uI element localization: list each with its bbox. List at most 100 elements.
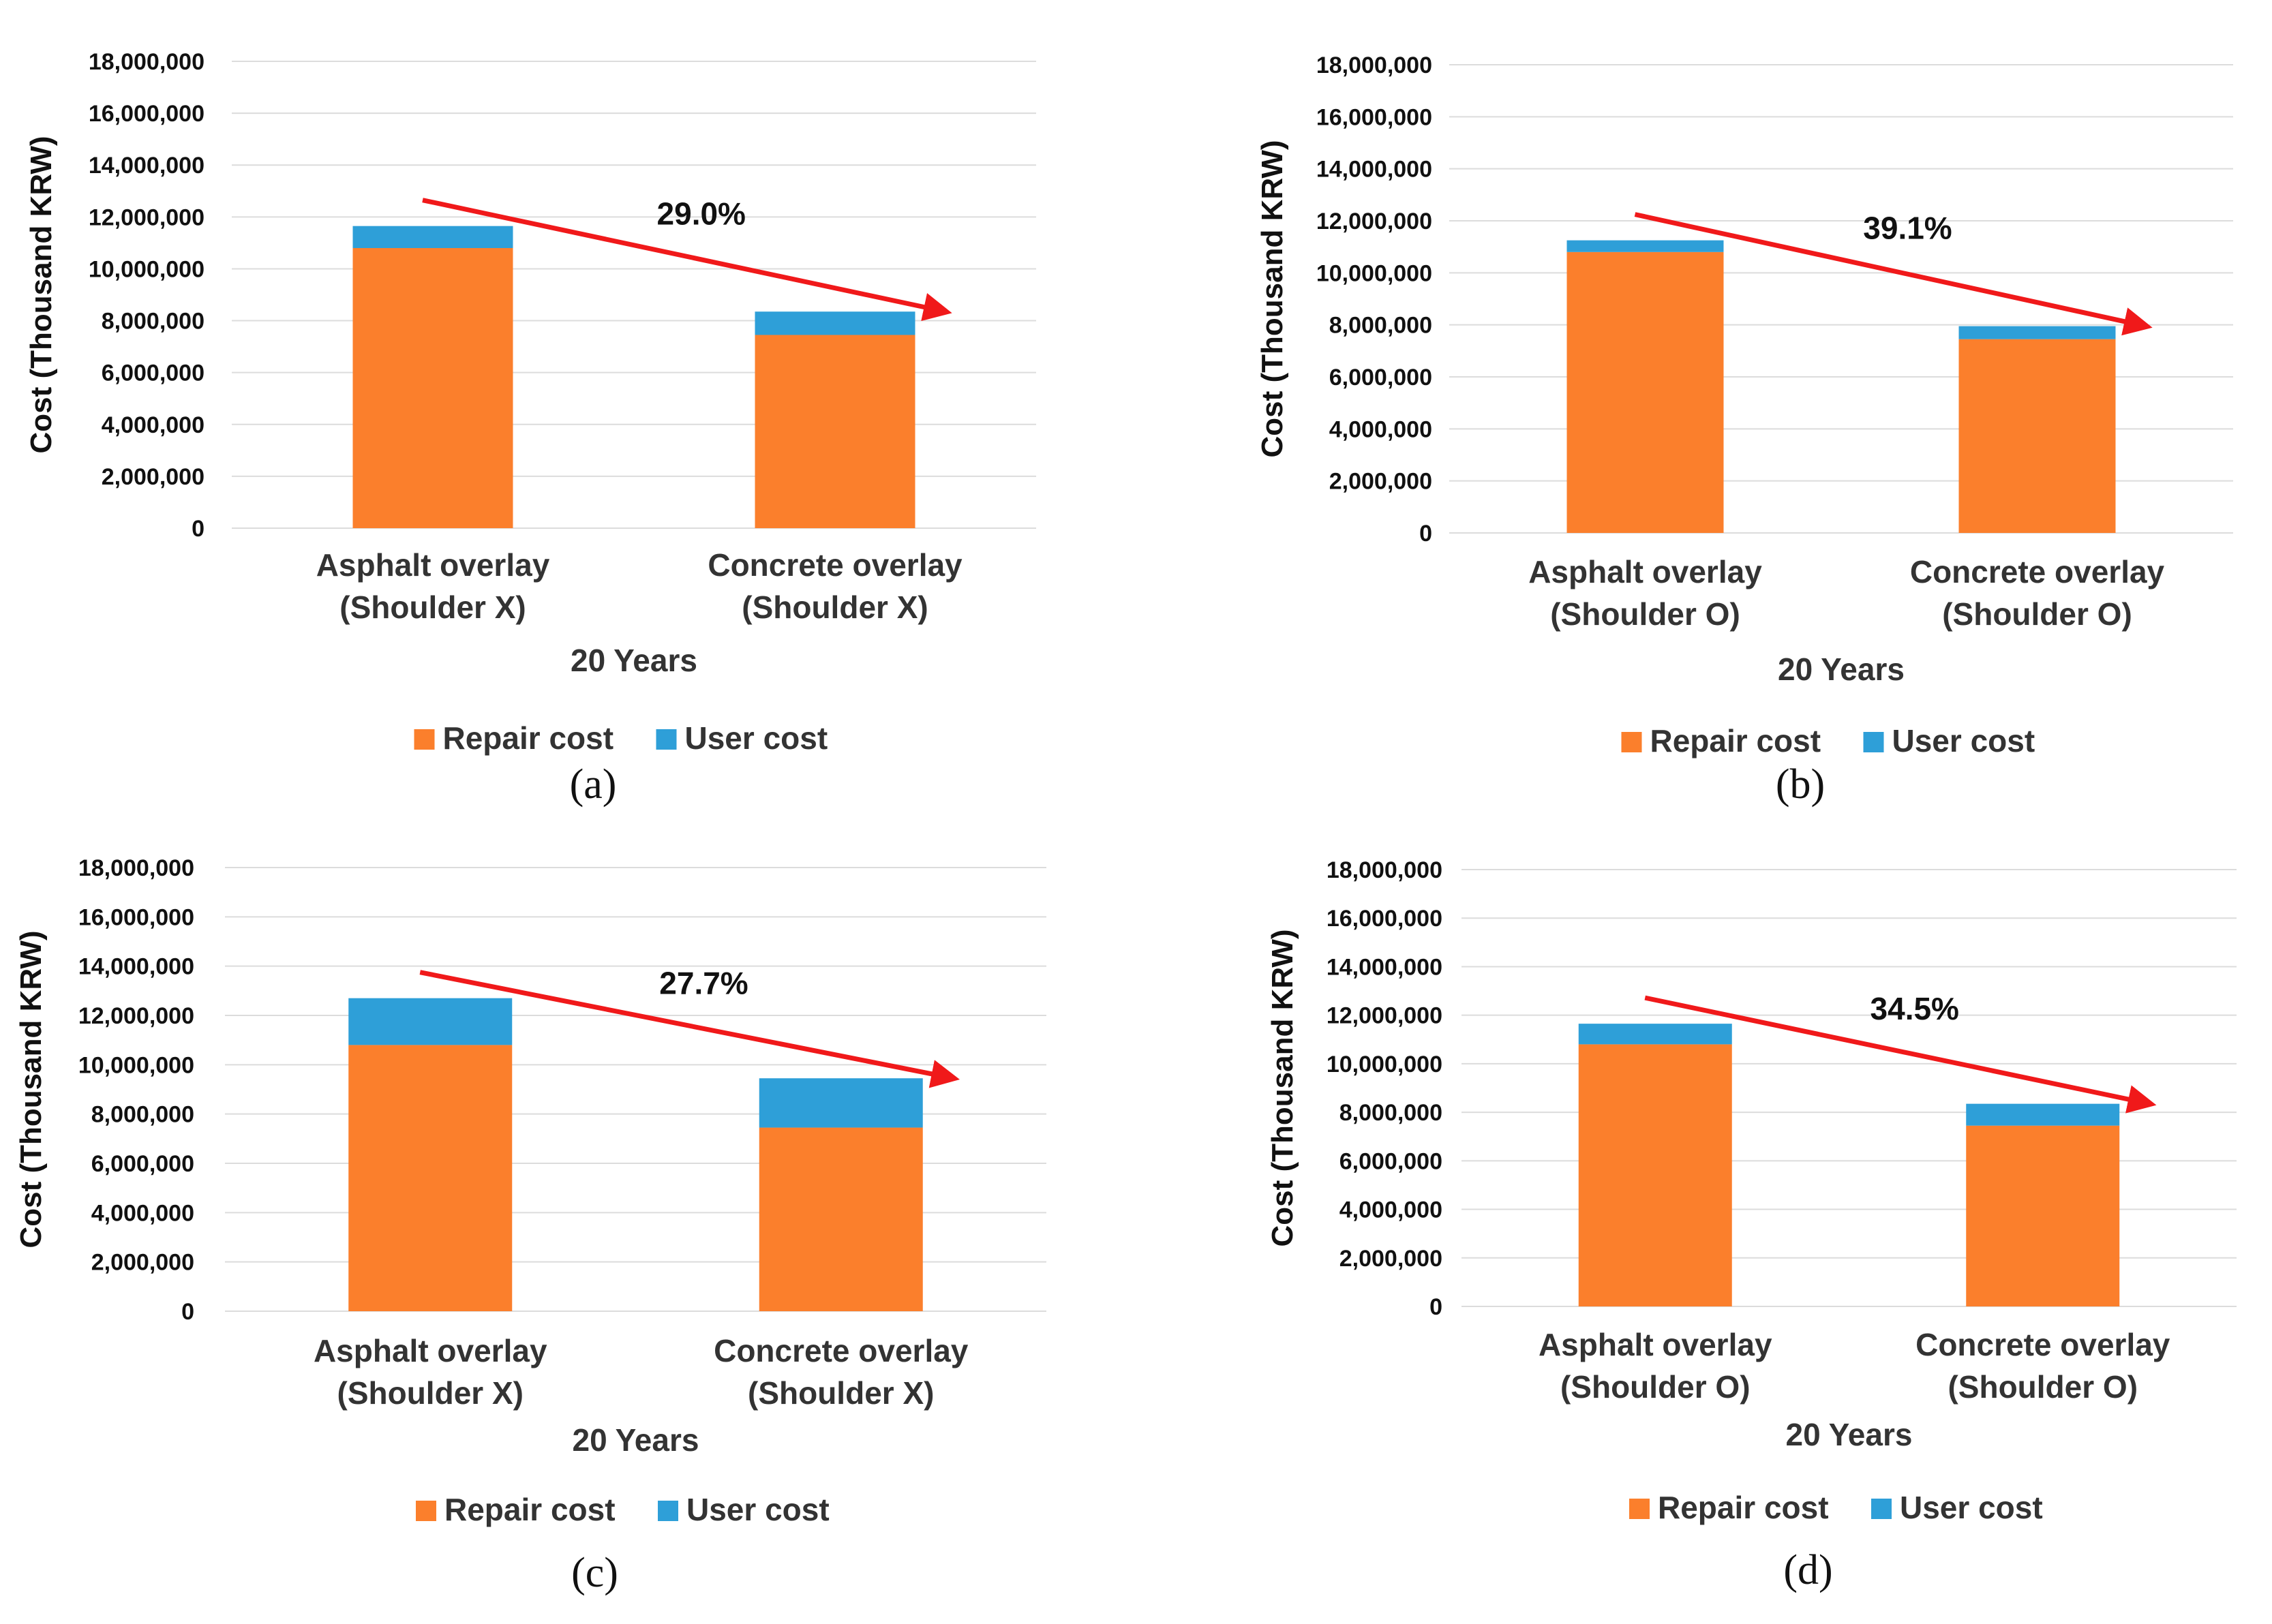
legend-label-user: User cost — [686, 1492, 830, 1527]
y-tick-label: 18,000,000 — [89, 49, 205, 75]
category-label: Concrete overlay (Shoulder O) — [1915, 1327, 2170, 1405]
decline-arrow — [1634, 212, 2153, 336]
panel-label: (a) — [570, 761, 617, 808]
y-tick-label: 0 — [181, 1299, 194, 1325]
repair-cost-bar-2 — [755, 335, 915, 528]
repair-cost-bar-1 — [1566, 251, 1724, 533]
chart-panel-a: 0 2,000,000 4,000,000 6,000,000 8,000,000 10,… — [0, 0, 1136, 812]
y-tick-label: 4,000,000 — [91, 1200, 194, 1226]
y-tick-label: 0 — [1419, 521, 1432, 547]
y-tick-label: 10,000,000 — [89, 256, 205, 282]
y-tick-label: 14,000,000 — [78, 954, 194, 980]
y-tick-label: 2,000,000 — [102, 464, 205, 490]
chart-panel-c: 0 2,000,000 4,000,000 6,000,000 8,000,000 10,… — [0, 812, 1136, 1624]
y-tick-label: 8,000,000 — [1339, 1100, 1442, 1126]
user-cost-bar-2 — [755, 311, 915, 335]
y-tick-label: 16,000,000 — [1316, 104, 1432, 130]
legend: Repair cost User cost — [1621, 723, 2035, 759]
y-tick-label: 18,000,000 — [1327, 857, 1442, 883]
y-tick-label: 14,000,000 — [89, 153, 205, 179]
y-tick-label: 4,000,000 — [1339, 1197, 1442, 1223]
user-cost-bar-2 — [1966, 1103, 2120, 1126]
y-tick-label: 16,000,000 — [78, 904, 194, 930]
repair-cost-bar-1 — [352, 248, 513, 528]
user-cost-bar-2 — [759, 1078, 923, 1128]
category-label: Asphalt overlay (Shoulder X) — [314, 1333, 547, 1411]
y-tick-label: 16,000,000 — [1327, 906, 1442, 932]
x-axis-label: 20 Years — [571, 643, 697, 678]
y-tick-label: 10,000,000 — [1316, 260, 1432, 286]
legend-label-repair: Repair cost — [444, 1492, 616, 1527]
y-tick-label: 8,000,000 — [102, 309, 205, 335]
reduction-percent-label: 27.7% — [659, 965, 748, 1000]
category-label: Concrete overlay (Shoulder O) — [1910, 554, 2165, 632]
y-tick-label: 18,000,000 — [78, 855, 194, 881]
legend-swatch-repair — [414, 729, 435, 750]
y-tick-label: 12,000,000 — [78, 1003, 194, 1029]
legend-swatch-user — [1863, 732, 1884, 752]
x-axis-label: 20 Years — [573, 1422, 699, 1458]
y-tick-label: 8,000,000 — [91, 1102, 194, 1128]
category-label: Concrete overlay (Shoulder X) — [708, 547, 963, 625]
repair-cost-bar-2 — [759, 1127, 923, 1311]
y-tick-label: 4,000,000 — [102, 412, 205, 438]
legend: Repair cost User cost — [414, 720, 828, 756]
y-tick-label: 2,000,000 — [1329, 469, 1432, 495]
y-tick-label: 2,000,000 — [1339, 1246, 1442, 1272]
reduction-percent-label: 39.1% — [1863, 211, 1952, 246]
chart-svg-b: 0 2,000,000 4,000,000 6,000,000 8,000,000 10,… — [1256, 52, 2233, 808]
chart-svg-d: 0 2,000,000 4,000,000 6,000,000 8,000,000 10,… — [1266, 857, 2237, 1593]
decline-arrow — [1644, 995, 2157, 1114]
decline-arrow — [419, 970, 960, 1088]
y-tick-label: 10,000,000 — [1327, 1052, 1442, 1077]
legend: Repair cost User cost — [1629, 1490, 2043, 1525]
x-axis-label: 20 Years — [1778, 652, 1905, 687]
reduction-percent-label: 29.0% — [657, 196, 746, 231]
y-tick-label: 2,000,000 — [91, 1250, 194, 1276]
reduction-percent-label: 34.5% — [1870, 991, 1959, 1026]
legend-label-repair: Repair cost — [1650, 723, 1821, 759]
legend-label-user: User cost — [1892, 723, 2035, 759]
y-tick-label: 6,000,000 — [1329, 365, 1432, 390]
user-cost-bar-1 — [348, 998, 513, 1045]
user-cost-bar-1 — [1566, 240, 1724, 252]
chart-panel-b: 0 2,000,000 4,000,000 6,000,000 8,000,000 10,… — [1136, 0, 2272, 812]
y-tick-label: 12,000,000 — [1316, 209, 1432, 234]
y-tick-label: 12,000,000 — [1327, 1003, 1442, 1029]
chart-panel-d: 0 2,000,000 4,000,000 6,000,000 8,000,000 10,… — [1136, 812, 2272, 1624]
y-tick-label: 6,000,000 — [91, 1151, 194, 1177]
legend-swatch-repair — [416, 1501, 436, 1521]
y-axis-label: Cost (Thousand KRW) — [25, 136, 58, 453]
y-tick-label: 8,000,000 — [1329, 313, 1432, 339]
legend-swatch-user — [1871, 1499, 1892, 1519]
legend-label-user: User cost — [1900, 1490, 2043, 1525]
user-cost-bar-1 — [352, 226, 513, 248]
y-axis-label: Cost (Thousand KRW) — [14, 930, 48, 1248]
panel-label: (c) — [571, 1550, 618, 1596]
y-tick-label: 0 — [192, 516, 205, 542]
y-tick-label: 4,000,000 — [1329, 416, 1432, 442]
y-tick-label: 12,000,000 — [89, 204, 205, 230]
legend-swatch-repair — [1621, 732, 1642, 752]
legend-swatch-user — [658, 1501, 678, 1521]
category-label: Asphalt overlay (Shoulder X) — [316, 547, 550, 625]
repair-cost-bar-1 — [348, 1045, 513, 1311]
panel-label: (b) — [1776, 761, 1825, 808]
legend-label-repair: Repair cost — [1658, 1490, 1829, 1525]
panel-label: (d) — [1783, 1547, 1832, 1593]
repair-cost-bar-2 — [1966, 1125, 2120, 1306]
category-label: Concrete overlay (Shoulder X) — [714, 1333, 969, 1411]
y-axis-label: Cost (Thousand KRW) — [1256, 140, 1289, 457]
legend-label-user: User cost — [685, 720, 828, 756]
x-axis-label: 20 Years — [1786, 1417, 1913, 1452]
category-label: Asphalt overlay (Shoulder O) — [1528, 554, 1762, 632]
category-label: Asphalt overlay (Shoulder O) — [1539, 1327, 1772, 1405]
chart-svg-a: 0 2,000,000 4,000,000 6,000,000 8,000,000 10,… — [25, 49, 1036, 808]
legend-swatch-repair — [1629, 1499, 1650, 1519]
y-tick-label: 14,000,000 — [1327, 954, 1442, 980]
y-tick-label: 14,000,000 — [1316, 157, 1432, 183]
y-tick-label: 6,000,000 — [1339, 1148, 1442, 1174]
y-tick-label: 10,000,000 — [78, 1052, 194, 1078]
y-tick-label: 18,000,000 — [1316, 52, 1432, 78]
y-tick-label: 0 — [1429, 1294, 1442, 1320]
